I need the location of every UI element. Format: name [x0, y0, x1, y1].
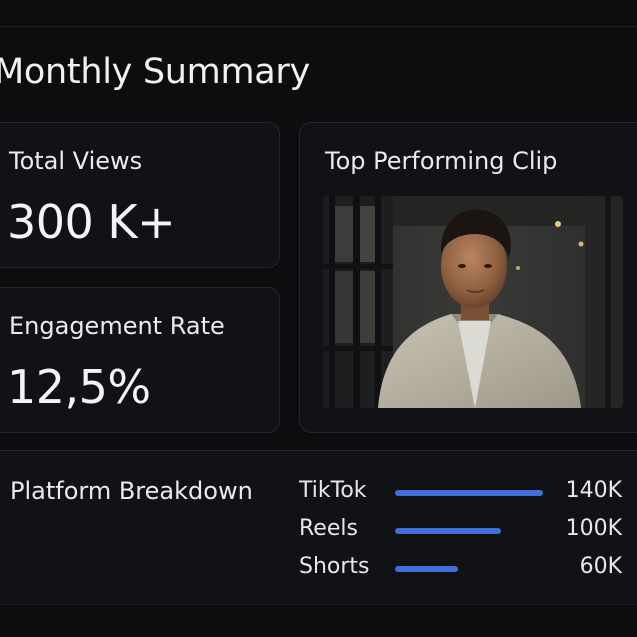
engagement-rate-card: Engagement Rate 12,5% [0, 287, 280, 433]
platform-name: Reels [299, 516, 358, 541]
platform-breakdown-card: Platform Breakdown TikTok 140K Reels 100… [0, 450, 637, 605]
platform-name: Shorts [299, 554, 370, 579]
platform-value: 60K [579, 554, 622, 579]
platform-row-reels: Reels 100K [299, 516, 622, 546]
clip-thumbnail-image [323, 196, 623, 408]
platform-bar [395, 490, 543, 496]
platform-row-tiktok: TikTok 140K [299, 478, 622, 508]
platform-value: 140K [565, 478, 622, 503]
total-views-value: 300 K+ [7, 195, 176, 249]
platform-name: TikTok [299, 478, 367, 503]
platform-value: 100K [565, 516, 622, 541]
platform-bar-track [395, 490, 543, 496]
total-views-label: Total Views [9, 147, 143, 175]
platform-bar-track [395, 566, 543, 572]
page-title: Monthly Summary [0, 52, 310, 92]
platform-bar [395, 528, 501, 534]
top-clip-thumbnail[interactable] [323, 196, 623, 408]
total-views-card: Total Views 300 K+ [0, 122, 280, 268]
platform-bar [395, 566, 458, 572]
platform-row-shorts: Shorts 60K [299, 554, 622, 584]
top-clip-card: Top Performing Clip [299, 122, 637, 433]
bottom-divider [0, 604, 637, 605]
engagement-rate-label: Engagement Rate [9, 312, 225, 340]
top-clip-label: Top Performing Clip [325, 147, 558, 175]
engagement-rate-value: 12,5% [7, 360, 151, 414]
platform-bar-track [395, 528, 543, 534]
platform-breakdown-title: Platform Breakdown [10, 477, 253, 505]
top-divider [0, 26, 637, 27]
